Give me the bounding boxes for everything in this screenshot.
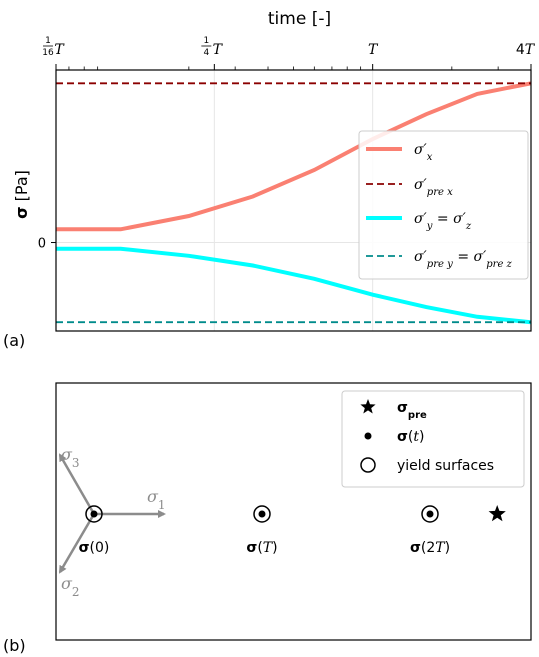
yield-surface-1 <box>253 505 271 523</box>
legend-a: σ′x σ′pre x σ′y = σ′z σ′pre y = σ′pre z <box>358 130 529 280</box>
panel-label-a: (a) <box>3 331 25 350</box>
axis-label-sigma3: σ3 <box>61 445 80 470</box>
yield-surface-0 <box>85 505 103 523</box>
stress-point-0 <box>90 510 98 518</box>
legend-b-box <box>341 390 525 488</box>
xtick-label-1-4T: 1 4 T <box>201 36 224 58</box>
legend-a-label-0: σ′x <box>414 142 433 163</box>
xtick-label-4T: 4T <box>516 42 536 58</box>
stress-point-1 <box>258 510 266 518</box>
xtick-label-1-16T: 1 16 T <box>42 36 65 58</box>
y-axis-label: σ [Pa] <box>12 170 31 219</box>
yield-surface-2 <box>421 505 439 523</box>
axis-label-sigma1: σ1 <box>147 487 166 512</box>
chart-title: time [-] <box>268 9 331 29</box>
legend-b-dot-icon <box>364 432 372 440</box>
panel-label-b: (b) <box>3 636 26 655</box>
legend-b: σpre σ(t) yield surfaces <box>341 390 525 488</box>
legend-b-label-0: σpre <box>397 400 427 421</box>
axis-sigma3-arrow <box>58 453 96 515</box>
svg-text:1: 1 <box>203 36 209 46</box>
series-line-2 <box>56 246 531 325</box>
legend-a-label-1: σ′pre x <box>414 177 453 198</box>
svg-text:1: 1 <box>45 36 51 46</box>
svg-text:4: 4 <box>203 48 209 58</box>
point-label-1: σ(T) <box>246 540 277 556</box>
ytick-label-0: 0 <box>38 237 46 252</box>
axis-sigma2-arrow <box>58 513 96 574</box>
series-line-0 <box>56 81 531 232</box>
pre-stress-star <box>488 505 506 522</box>
legend-b-circle-icon <box>360 457 376 473</box>
svg-text:T: T <box>54 42 65 58</box>
point-label-2: σ(2T) <box>410 540 450 556</box>
legend-a-box <box>358 130 529 280</box>
point-label-0: σ(0) <box>79 540 110 556</box>
stress-point-2 <box>426 510 434 518</box>
legend-a-label-3: σ′pre y = σ′pre z <box>414 249 513 270</box>
svg-text:T: T <box>213 42 224 58</box>
legend-b-label-1: σ(t) <box>397 429 424 445</box>
panel-b: (b) σ1 σ3 σ2 σ(0) σ(T) σ(2T) σpre σ(t) yield surf… <box>3 382 532 655</box>
legend-a-label-2: σ′y = σ′z <box>414 211 472 232</box>
svg-text:16: 16 <box>42 48 54 58</box>
legend-b-label-2: yield surfaces <box>397 458 494 474</box>
axis-label-sigma2: σ2 <box>61 574 80 599</box>
xtick-label-T: T <box>368 42 379 58</box>
legend-b-star-icon <box>360 399 376 414</box>
